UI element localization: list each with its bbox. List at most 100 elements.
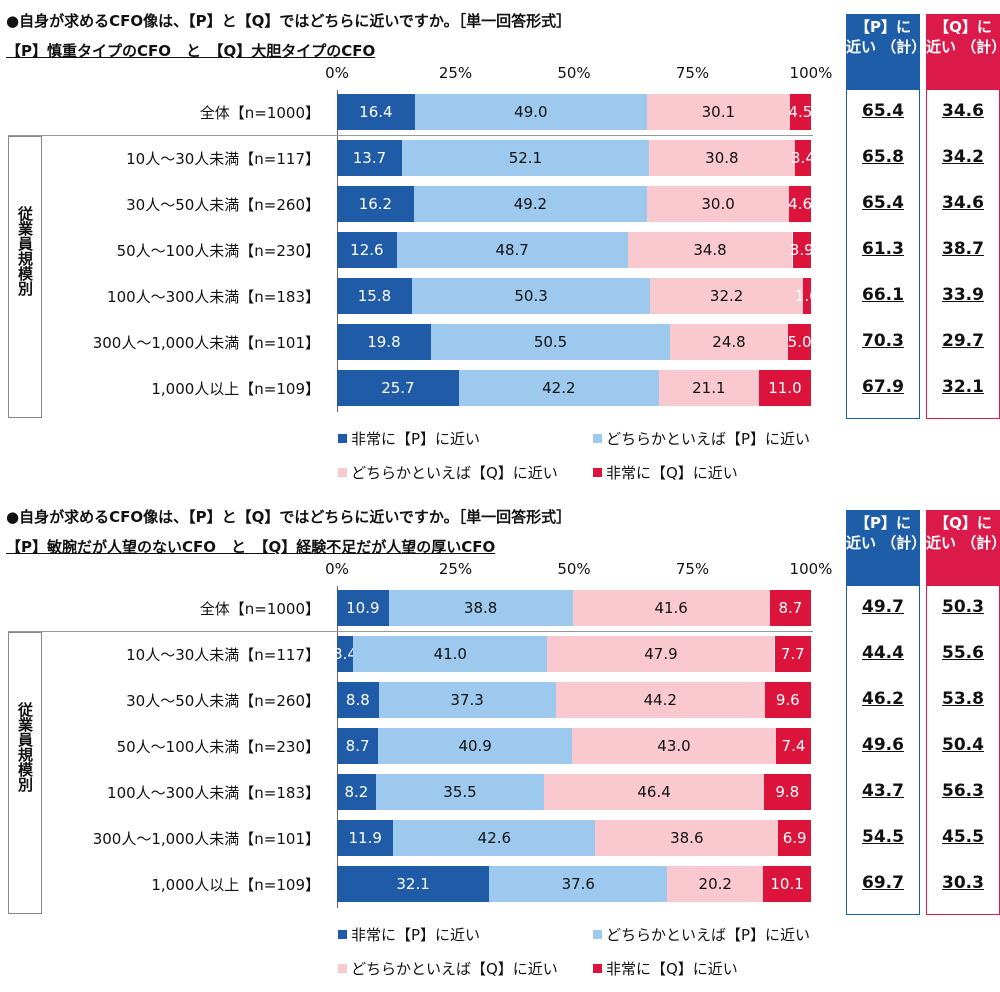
data-label: 42.2 <box>542 379 576 397</box>
bar-segment <box>337 728 379 764</box>
question-text: ●自身が求めるCFO像は、【P】と【Q】ではどちらに近いですか。［単一回答形式］ <box>6 12 572 30</box>
q-total-value: 38.7 <box>942 239 984 259</box>
bar-segment <box>646 186 790 222</box>
legend-item: どちらかといえば【Q】に近い <box>338 958 558 979</box>
bar-segment <box>378 728 573 764</box>
bar-segment <box>378 682 556 718</box>
bar-segment <box>337 636 354 672</box>
data-label: 32.2 <box>709 287 744 305</box>
legend-swatch <box>593 434 602 443</box>
data-label: 52.1 <box>508 149 543 167</box>
legend-swatch <box>593 964 602 973</box>
bar-segment <box>758 370 811 406</box>
p-total-header: 【P】に 近い （計） <box>846 510 926 586</box>
data-label: 9.6 <box>775 691 800 709</box>
bar-segment <box>658 370 759 406</box>
legend-item: 非常に【Q】に近い <box>593 958 738 979</box>
q-total-value: 55.6 <box>942 643 984 663</box>
data-label: 48.7 <box>495 241 529 259</box>
bar-segment <box>489 866 668 902</box>
data-label: 7.4 <box>781 737 806 755</box>
bar-segment <box>337 820 394 856</box>
bar-segment <box>763 866 811 902</box>
legend-item: 非常に【Q】に近い <box>593 462 738 483</box>
axis-tick-label: 100% <box>789 64 833 82</box>
bar-segment <box>789 94 811 130</box>
data-label: 30.8 <box>705 149 739 167</box>
data-label: 25.7 <box>381 379 415 397</box>
bar-segment <box>787 324 812 360</box>
bar-segment <box>794 140 811 176</box>
category-label: 300人～1,000人未満【n=101】 <box>92 334 320 352</box>
data-label: 9.8 <box>775 783 800 801</box>
data-label: 34.8 <box>693 241 727 259</box>
axis-tick-label: 25% <box>438 560 473 578</box>
data-label: 3.9 <box>789 241 814 259</box>
axis-tick-label: 50% <box>557 64 591 82</box>
legend-swatch <box>338 434 347 443</box>
legend-item: 非常に【P】に近い <box>338 428 480 449</box>
bar-segment <box>337 186 414 222</box>
data-label: 4.6 <box>788 195 813 213</box>
legend-label: どちらかといえば【P】に近い <box>606 430 811 448</box>
p-total-value: 69.7 <box>862 873 904 893</box>
bar-segment <box>778 820 811 856</box>
data-label: 43.0 <box>657 737 691 755</box>
stacked-bar: 13.7 52.1 30.8 3.4 <box>337 140 815 176</box>
bar-segment <box>802 278 811 314</box>
bar-segment <box>414 94 647 130</box>
data-label: 3.4 <box>333 645 357 663</box>
category-label: 1,000人以上【n=109】 <box>151 380 320 398</box>
group-label: 従業員規模別 <box>16 702 34 792</box>
data-label: 11.0 <box>768 379 802 397</box>
p-total-value: 70.3 <box>862 331 904 351</box>
q-total-value: 50.4 <box>942 735 984 755</box>
legend-label: 非常に【P】に近い <box>351 926 481 944</box>
data-label: 49.0 <box>514 103 548 121</box>
p-total-value: 65.4 <box>862 101 904 121</box>
data-label: 7.7 <box>780 645 805 663</box>
bar-segment <box>775 728 811 764</box>
category-label: 300人～1,000人未満【n=101】 <box>92 830 320 848</box>
data-label: 8.8 <box>345 691 370 709</box>
bar-segment <box>670 324 788 360</box>
legend-swatch <box>338 468 347 477</box>
data-label: 16.2 <box>358 195 393 213</box>
p-total-value: 65.8 <box>862 147 904 167</box>
bar-segment <box>648 140 795 176</box>
pair-title: 【P】慎重タイプのCFO と 【Q】大胆タイプのCFO <box>6 42 376 60</box>
stacked-bar: 8.8 37.3 44.2 9.6 <box>337 682 811 718</box>
q-total-value: 30.3 <box>942 873 984 893</box>
stacked-bar: 3.4 41.0 47.9 7.7 <box>333 636 811 672</box>
category-label: 50人～100人未満【n=230】 <box>116 242 320 260</box>
chart-block-1: ●自身が求めるCFO像は、【P】と【Q】ではどちらに近いですか。［単一回答形式］… <box>6 12 1000 483</box>
axis-tick-label: 0% <box>325 560 349 578</box>
bar-segment <box>375 774 545 810</box>
bar-segment <box>393 820 596 856</box>
q-total-value: 50.3 <box>942 597 984 617</box>
q-total-value: 29.7 <box>942 331 984 351</box>
category-label: 50人～100人未満【n=230】 <box>116 738 320 756</box>
data-label: 16.4 <box>359 103 393 121</box>
data-label: 32.1 <box>396 875 430 893</box>
bar-segment <box>337 140 402 176</box>
legend-item: どちらかといえば【P】に近い <box>593 428 810 449</box>
stacked-bar: 8.7 40.9 43.0 7.4 <box>337 728 811 764</box>
p-total-value: 49.7 <box>862 597 904 617</box>
category-label: 全体【n=1000】 <box>199 104 320 122</box>
bar-segment <box>572 728 776 764</box>
stacked-bar: 12.6 48.7 34.8 3.9 <box>337 232 814 268</box>
category-label: 全体【n=1000】 <box>199 600 320 618</box>
bar-segment <box>337 590 389 626</box>
p-total-value: 46.2 <box>862 689 904 709</box>
bar-segment <box>388 590 573 626</box>
data-label: 38.8 <box>463 599 498 617</box>
q-total-value: 56.3 <box>942 781 984 801</box>
p-total-value: 61.3 <box>862 239 904 259</box>
legend-item: どちらかといえば【P】に近い <box>593 924 810 945</box>
legend-label: どちらかといえば【Q】に近い <box>351 464 558 482</box>
data-label: 37.3 <box>450 691 484 709</box>
bar-segment <box>764 774 811 810</box>
p-total-value: 54.5 <box>862 827 904 847</box>
stacked-bar: 15.8 50.3 32.2 1.6 <box>337 278 819 314</box>
